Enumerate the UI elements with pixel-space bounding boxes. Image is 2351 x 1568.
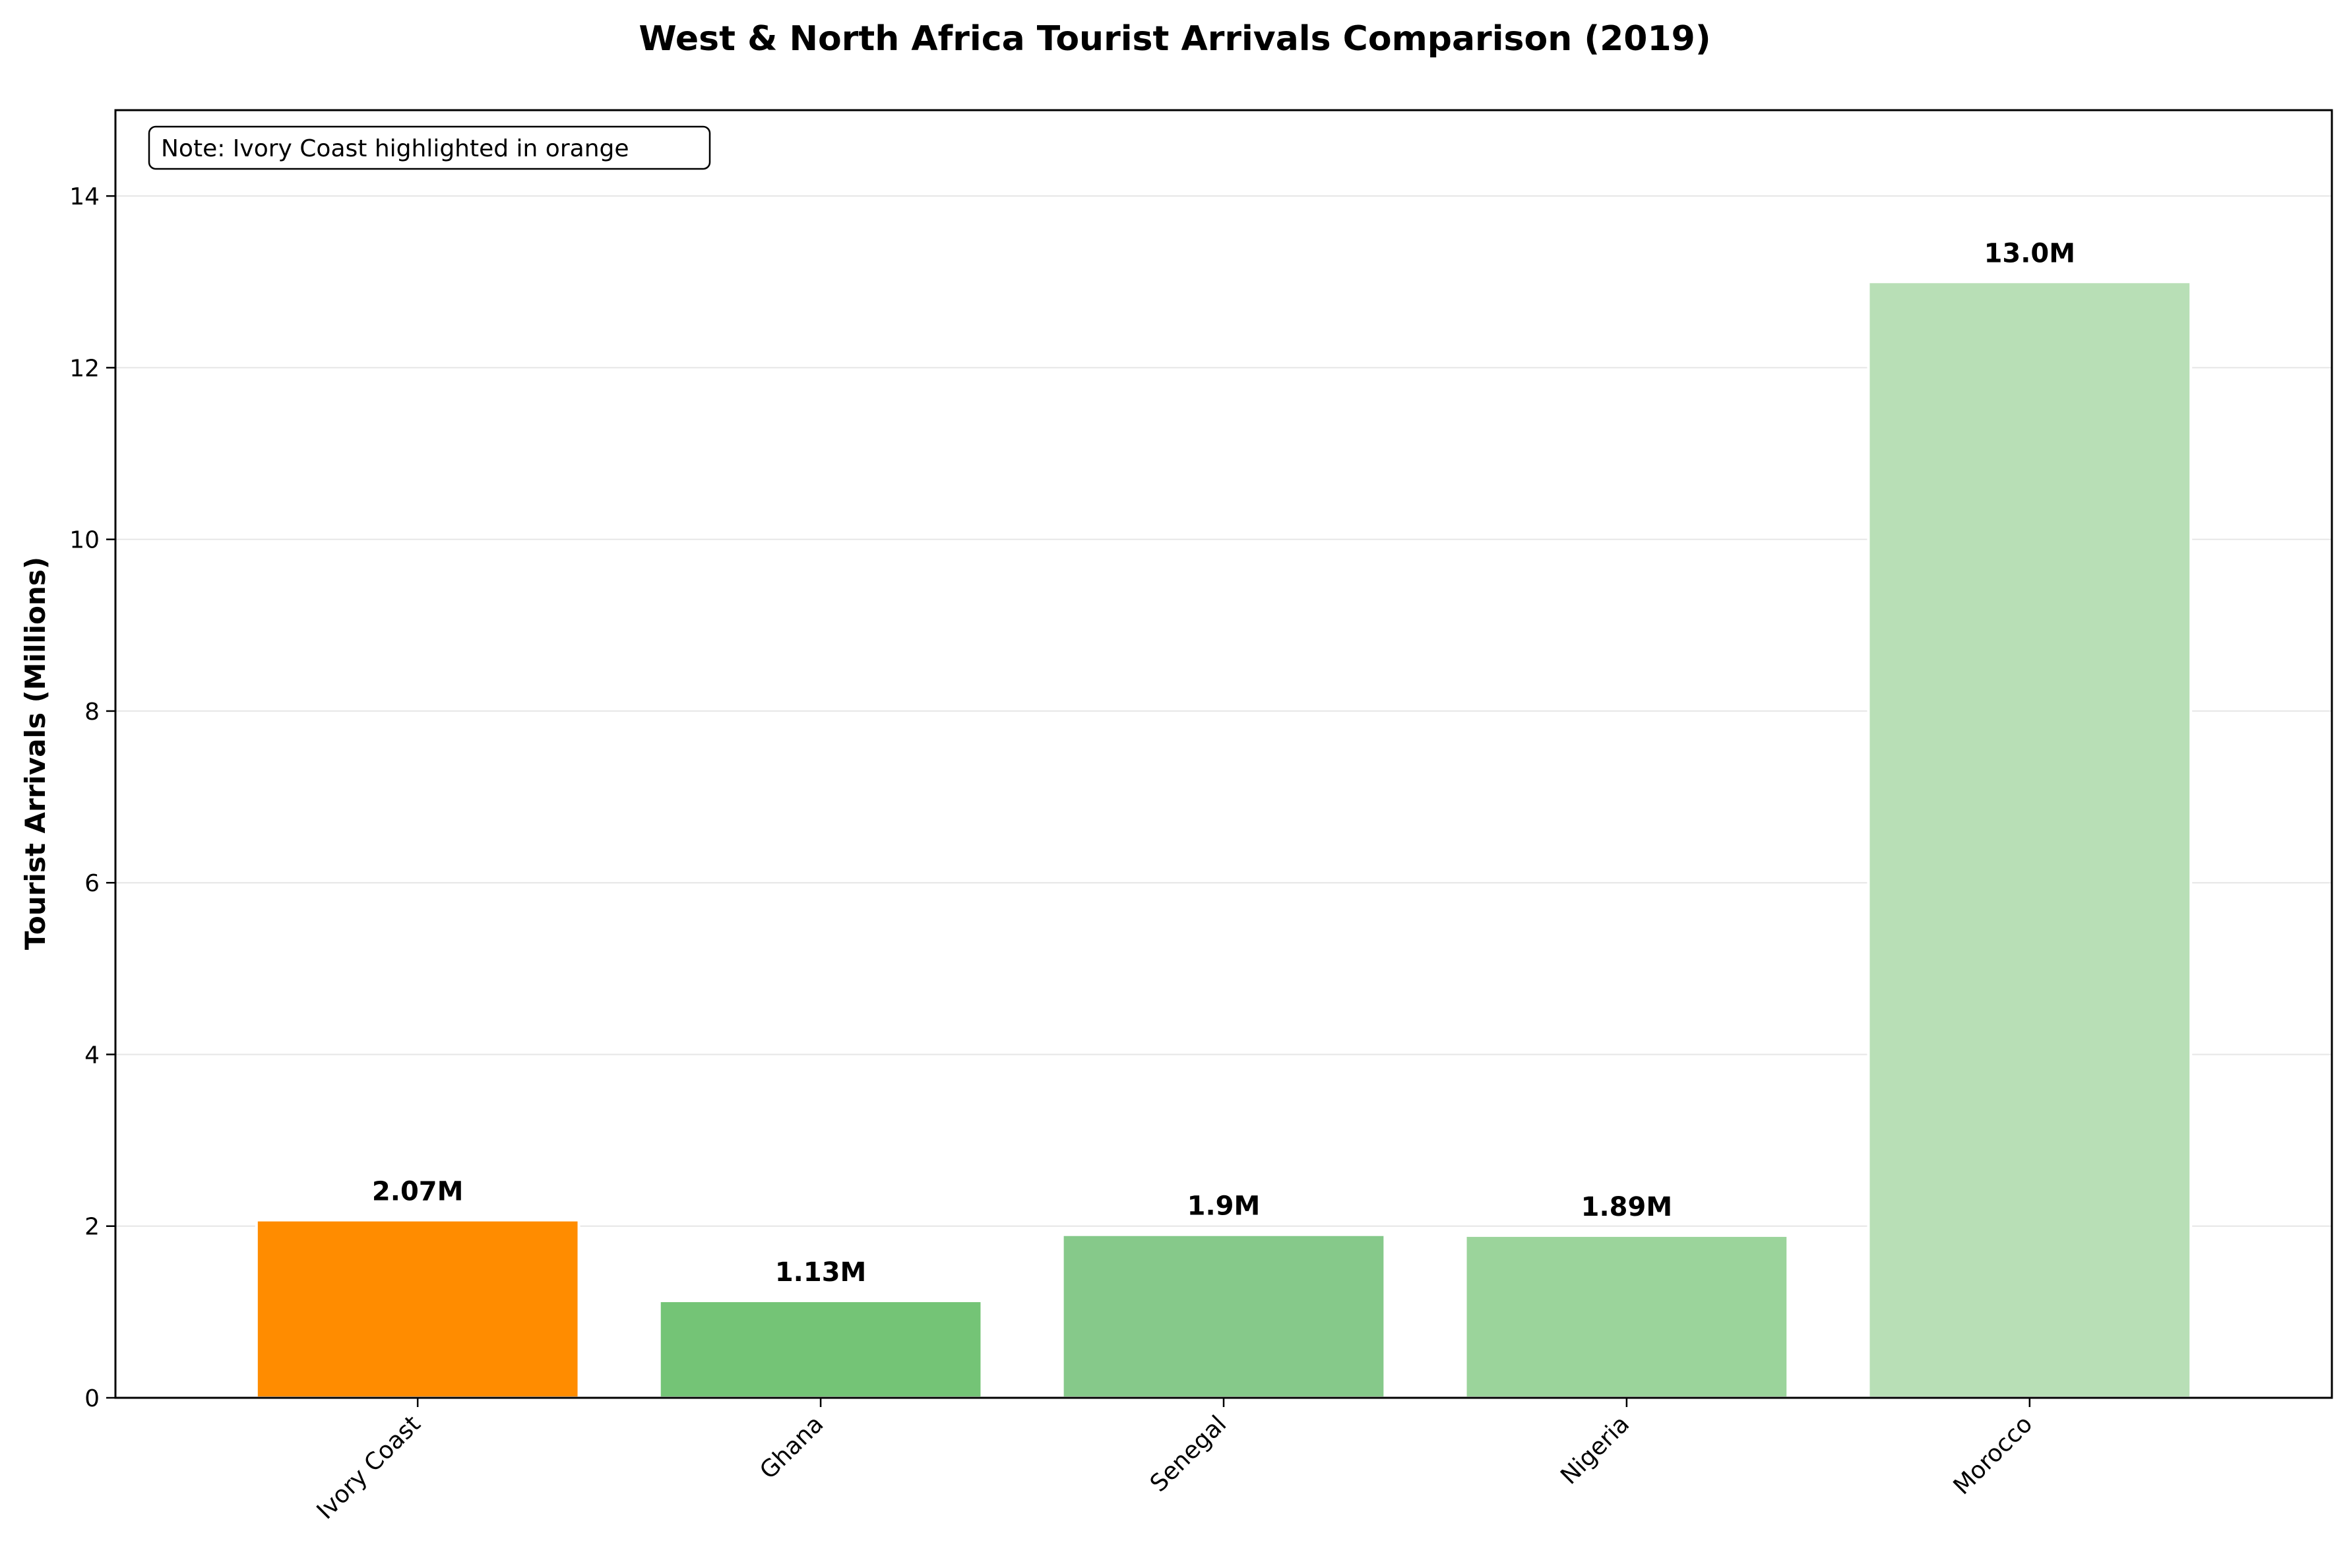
y-tick-label: 10 (69, 527, 100, 554)
bar-value-label: 13.0M (1984, 238, 2076, 268)
bar-senegal (1061, 1233, 1387, 1400)
bar-morocco (1867, 280, 2193, 1399)
y-tick-label: 0 (84, 1385, 100, 1412)
bar-value-label: 2.07M (372, 1177, 464, 1207)
bar-value-label: 1.89M (1581, 1192, 1673, 1222)
y-tick-label: 2 (84, 1214, 100, 1241)
y-axis-label: Tourist Arrivals (Millions) (19, 557, 51, 950)
y-tick-label: 8 (84, 699, 100, 726)
value-labels: 2.07M 1.13M 1.9M 1.89M 13.0M (372, 238, 2075, 1288)
y-tick-label: 12 (69, 355, 100, 382)
bar-ivory-coast (255, 1218, 580, 1400)
annotation-box: Note: Ivory Coast highlighted in orange (148, 125, 711, 170)
y-tick-label: 6 (84, 870, 100, 897)
bar-value-label: 1.9M (1187, 1191, 1261, 1222)
annotation-box-frame (148, 125, 711, 170)
bar-ghana (658, 1299, 984, 1399)
y-tick-label: 4 (84, 1042, 100, 1069)
y-tick-label: 14 (69, 183, 100, 210)
y-axis: 0 2 4 6 8 10 12 14 (69, 183, 115, 1412)
plot-frame (114, 109, 2333, 1399)
bar-value-label: 1.13M (775, 1257, 867, 1288)
annotation-text: Note: Ivory Coast highlighted in orange (161, 135, 629, 162)
chart-title: West & North Africa Tourist Arrivals Com… (639, 19, 1710, 59)
bar-nigeria (1464, 1234, 1790, 1399)
